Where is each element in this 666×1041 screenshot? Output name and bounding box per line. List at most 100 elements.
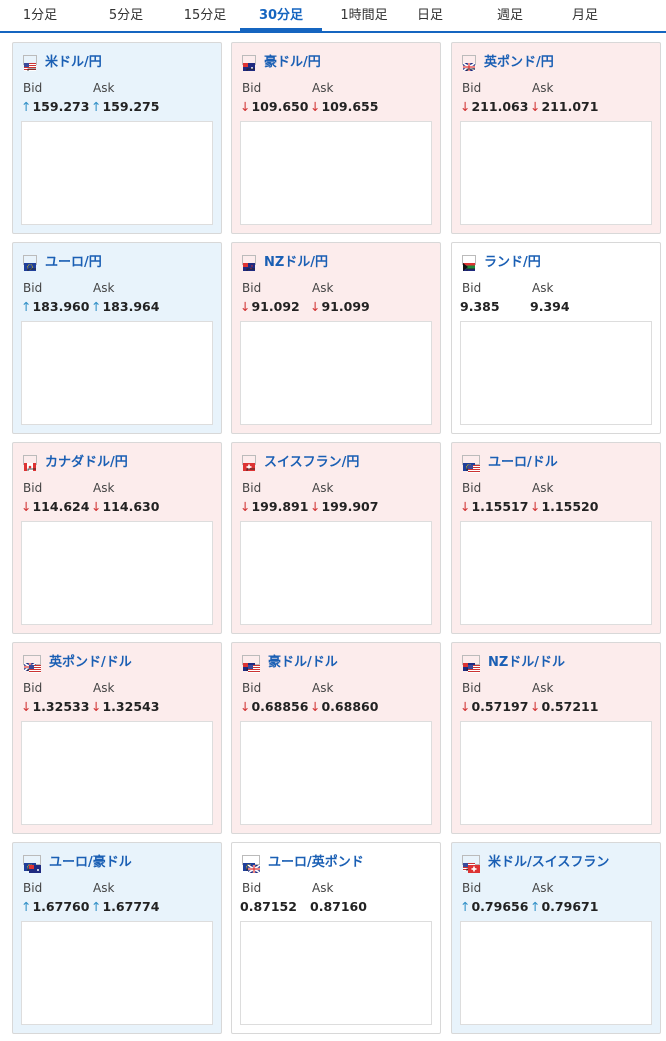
arrow-down-icon: ↓ — [310, 299, 321, 314]
arrow-down-icon: ↓ — [460, 499, 471, 514]
pair-name[interactable]: ユーロ/ドル — [488, 454, 558, 470]
bid-label: Bid — [242, 881, 262, 895]
ask-value-text: 159.275 — [102, 99, 160, 114]
ask-value-text: 91.099 — [321, 299, 370, 314]
candlestick-chart[interactable] — [460, 521, 652, 625]
tab-4[interactable]: 30分足 — [240, 0, 322, 31]
ask-value: 0.87160 — [310, 899, 367, 914]
pair-name[interactable]: ランド/円 — [484, 254, 541, 270]
arrow-up-icon: ↑ — [21, 299, 32, 314]
pair-header: 0.5760.5740.57222:304:3010:30NZドル/ドル — [462, 651, 637, 757]
tab-6[interactable]: 日足 — [416, 8, 443, 23]
candlestick-chart[interactable] — [21, 121, 213, 225]
rate-card[interactable]: 184.2184183.8183.622:304:3010:30ユーロ/円Bid… — [12, 242, 222, 434]
tab-3[interactable]: 15分足 — [183, 8, 227, 23]
ask-value: ↓211.071 — [530, 99, 598, 114]
arrow-down-icon: ↓ — [91, 499, 102, 514]
bid-label: Bid — [23, 281, 43, 295]
rate-card[interactable]: 0.6960.6940.6920.690.68822:304:3010:30豪ド… — [231, 642, 441, 834]
candlestick-chart[interactable] — [460, 121, 652, 225]
pair-name[interactable]: 米ドル/スイスフラン — [488, 854, 610, 870]
ask-value-text: 199.907 — [321, 499, 379, 514]
rate-card[interactable]: 1.3341.3321.331.3281.32622:304:3010:30英ポ… — [12, 642, 222, 834]
tab-2[interactable]: 5分足 — [108, 8, 144, 23]
candlestick-chart[interactable] — [240, 321, 432, 425]
candlestick-chart[interactable] — [240, 121, 432, 225]
pair-name[interactable]: 豪ドル/円 — [264, 54, 321, 70]
bid-value: ↓211.063 — [460, 99, 528, 114]
arrow-down-icon: ↓ — [460, 99, 471, 114]
rate-card[interactable]: 0.7960.7940.79222:304:3010:30米ドル/スイスフランB… — [451, 842, 661, 1034]
rate-card[interactable]: 91.491.29122:304:3010:30NZドル/円BidAsk↓91.… — [231, 242, 441, 434]
rate-card[interactable]: 1.1621.161.1581.15622:304:3010:30ユーロ/ドルB… — [451, 442, 661, 634]
tab-8[interactable]: 月足 — [571, 8, 598, 23]
bid-label: Bid — [23, 681, 43, 695]
pair-name[interactable]: 米ドル/円 — [45, 54, 102, 70]
rate-card[interactable]: 0.8730.8720.87122:304:3010:30ユーロ/英ポンドBid… — [231, 842, 441, 1034]
rate-card[interactable]: 114.6114.4114.211422:304:3010:30カナダドル/円B… — [12, 442, 222, 634]
rate-card[interactable]: 110.2110109.8109.622:304:3010:30豪ドル/円Bid… — [231, 42, 441, 234]
rate-card[interactable]: 200199.522:304:3010:30スイスフラン/円BidAsk↓199… — [231, 442, 441, 634]
tab-5[interactable]: 1時間足 — [340, 8, 388, 23]
pair-name[interactable]: NZドル/円 — [264, 254, 329, 270]
eu-flag-icon: 184.2184183.8183.622:304:3010:30 — [23, 255, 198, 357]
ask-label: Ask — [93, 681, 115, 695]
candlestick-chart[interactable] — [21, 521, 213, 625]
arrow-down-icon: ↓ — [240, 299, 251, 314]
bid-label: Bid — [242, 681, 262, 695]
arrow-down-icon: ↓ — [530, 99, 541, 114]
chart-svg — [241, 722, 431, 824]
ask-label: Ask — [312, 481, 334, 495]
candlestick-chart[interactable] — [460, 921, 652, 1025]
arrow-up-icon: ↑ — [91, 299, 102, 314]
chart-svg — [461, 722, 651, 824]
arrow-up-icon: ↑ — [21, 99, 32, 114]
ask-value-text: 0.68860 — [321, 699, 379, 714]
bid-value: ↑0.79656 — [460, 899, 528, 914]
gb-flag-icon: 211210.522:304:3010:30 — [462, 55, 637, 157]
rate-card[interactable]: 159.2159158.8158.6158.422:304:3010:30米ドル… — [12, 42, 222, 234]
bid-label: Bid — [23, 481, 43, 495]
candlestick-chart[interactable] — [21, 321, 213, 425]
tab-7[interactable]: 週足 — [496, 8, 523, 23]
pair-header: 1.6751.6722:304:3010:30ユーロ/豪ドル — [23, 851, 198, 957]
rate-card[interactable]: 211210.522:304:3010:30英ポンド/円BidAsk↓211.0… — [451, 42, 661, 234]
ask-label: Ask — [312, 281, 334, 295]
eu-us-flag-icon: 1.1621.161.1581.15622:304:3010:30 — [462, 455, 637, 557]
bid-value-text: 199.891 — [251, 499, 309, 514]
pair-header: 211210.522:304:3010:30英ポンド/円 — [462, 51, 637, 157]
pair-name[interactable]: スイスフラン/円 — [264, 454, 360, 470]
ask-value-text: 0.87160 — [310, 899, 367, 914]
candlestick-chart[interactable] — [240, 721, 432, 825]
candlestick-chart[interactable] — [21, 721, 213, 825]
pair-name[interactable]: ユーロ/豪ドル — [49, 854, 132, 870]
candlestick-chart[interactable] — [240, 921, 432, 1025]
arrow-down-icon: ↓ — [91, 699, 102, 714]
bid-label: Bid — [242, 281, 262, 295]
ask-value-text: 211.071 — [541, 99, 599, 114]
ask-value: ↓91.099 — [310, 299, 370, 314]
pair-header: 0.7960.7940.79222:304:3010:30米ドル/スイスフラン — [462, 851, 637, 957]
bid-value: ↓0.57197 — [460, 699, 528, 714]
ask-label: Ask — [532, 281, 554, 295]
pair-name[interactable]: 英ポンド/円 — [484, 54, 554, 70]
candlestick-chart[interactable] — [21, 921, 213, 1025]
pair-name[interactable]: 英ポンド/ドル — [49, 654, 132, 670]
pair-name[interactable]: ユーロ/円 — [45, 254, 102, 270]
tab-1[interactable]: 1分足 — [22, 8, 58, 23]
rate-card[interactable]: 1.6751.6722:304:3010:30ユーロ/豪ドルBidAsk↑1.6… — [12, 842, 222, 1034]
pair-name[interactable]: カナダドル/円 — [45, 454, 128, 470]
arrow-down-icon: ↓ — [310, 99, 321, 114]
za-flag-icon: 9.59.459.422:304:3010:30 — [462, 255, 632, 357]
arrow-down-icon: ↓ — [240, 699, 251, 714]
rate-card[interactable]: 0.5760.5740.57222:304:3010:30NZドル/ドルBidA… — [451, 642, 661, 834]
ask-value: ↓1.15520 — [530, 499, 598, 514]
ask-value: ↓199.907 — [310, 499, 378, 514]
candlestick-chart[interactable] — [460, 721, 652, 825]
pair-name[interactable]: NZドル/ドル — [488, 654, 566, 670]
candlestick-chart[interactable] — [460, 321, 652, 425]
pair-name[interactable]: 豪ドル/ドル — [268, 654, 338, 670]
pair-name[interactable]: ユーロ/英ポンド — [268, 854, 364, 870]
candlestick-chart[interactable] — [240, 521, 432, 625]
